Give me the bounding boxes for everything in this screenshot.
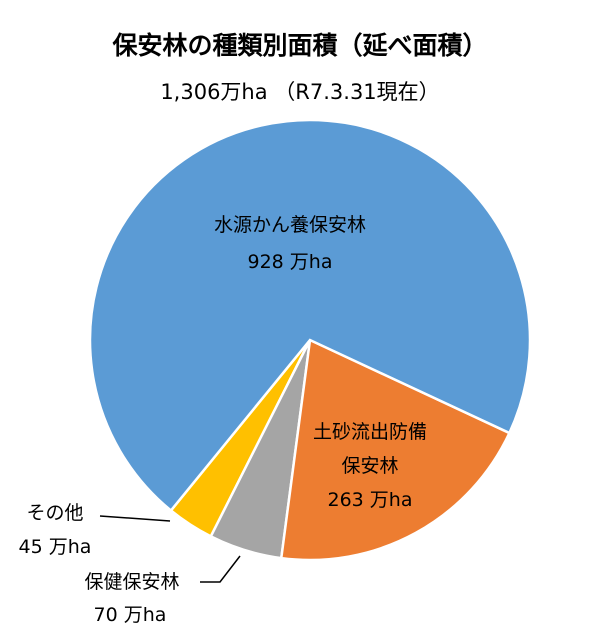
slice-label: その他 xyxy=(26,502,84,524)
pie-slice xyxy=(88,118,532,513)
chart-subtitle: 1,306万ha （R7.3.31現在） xyxy=(160,80,440,104)
value-label: 70 万ha xyxy=(93,604,167,626)
slice-label: 水源かん養保安林 xyxy=(213,214,366,236)
leader-line xyxy=(99,515,171,522)
value-label: 928 万ha xyxy=(247,251,333,273)
slice-label: 保健保安林 xyxy=(84,571,180,593)
chart-title: 保安林の種類別面積（延べ面積） xyxy=(112,31,488,60)
slice-label: 土砂流出防備保安林 xyxy=(312,421,427,477)
leader-line xyxy=(200,555,241,583)
value-label: 45 万ha xyxy=(18,536,92,558)
pie-slice xyxy=(279,338,512,562)
value-label: 263 万ha xyxy=(327,489,413,511)
